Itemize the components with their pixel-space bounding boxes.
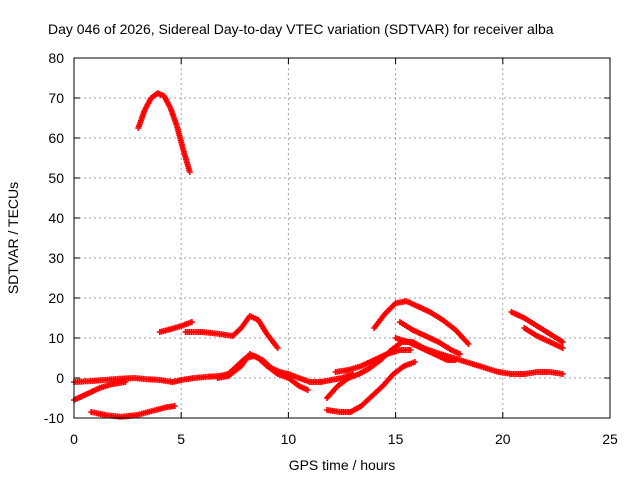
series-pass-2 — [156, 319, 195, 335]
y-tick-label: 80 — [48, 50, 64, 66]
y-tick-label: 40 — [48, 210, 64, 226]
data-point — [452, 357, 459, 363]
data-point — [122, 379, 129, 385]
x-tick-label: 20 — [495, 431, 511, 447]
series-pass-12 — [392, 335, 459, 363]
grid — [74, 58, 610, 418]
series-pass-4 — [71, 353, 356, 385]
data-point — [559, 339, 566, 345]
y-tick-label: 20 — [48, 290, 64, 306]
x-tick-label: 10 — [281, 431, 297, 447]
plot-frame — [73, 57, 611, 419]
series-pass-5 — [71, 379, 129, 403]
data-point — [274, 345, 281, 351]
y-tick-label: 70 — [48, 90, 64, 106]
series-pass-10 — [371, 298, 472, 347]
series-pass-14 — [508, 309, 566, 345]
data-point — [411, 359, 418, 365]
data-point — [465, 341, 472, 347]
series-pass-13 — [323, 359, 418, 415]
y-axis-label: SDTVAR / TECUs — [5, 182, 21, 294]
data-point — [456, 351, 463, 357]
data-point — [559, 345, 566, 351]
data-series — [71, 90, 566, 420]
y-tick-label: 60 — [48, 130, 64, 146]
x-tick-label: 15 — [388, 431, 404, 447]
axis-ticks: 0 5 10 15 20 25 -10 0 10 20 30 40 50 60 70 80 — [44, 50, 618, 447]
series-pass-8 — [323, 339, 566, 401]
y-tick-label: -10 — [44, 410, 64, 426]
series-pass-11 — [396, 319, 463, 357]
y-tick-label: 50 — [48, 170, 64, 186]
y-tick-label: 0 — [56, 370, 64, 386]
x-tick-label: 5 — [177, 431, 185, 447]
data-point — [171, 403, 178, 409]
data-point — [188, 319, 195, 325]
series-pass-1 — [135, 90, 193, 175]
data-point — [559, 371, 566, 377]
x-tick-label: 0 — [70, 431, 78, 447]
series-pass-3 — [182, 313, 281, 351]
data-point — [304, 387, 311, 393]
y-tick-label: 30 — [48, 250, 64, 266]
series-pass-6 — [88, 403, 178, 420]
data-point — [407, 347, 414, 353]
chart-title: Day 046 of 2026, Sidereal Day-to-day VTE… — [48, 21, 554, 37]
series-pass-9 — [332, 347, 414, 375]
data-point — [186, 169, 193, 175]
y-tick-label: 10 — [48, 330, 64, 346]
series-pass-7 — [214, 351, 311, 393]
x-tick-label: 25 — [602, 431, 618, 447]
x-axis-label: GPS time / hours — [289, 457, 396, 473]
series-pass-15 — [521, 325, 566, 351]
